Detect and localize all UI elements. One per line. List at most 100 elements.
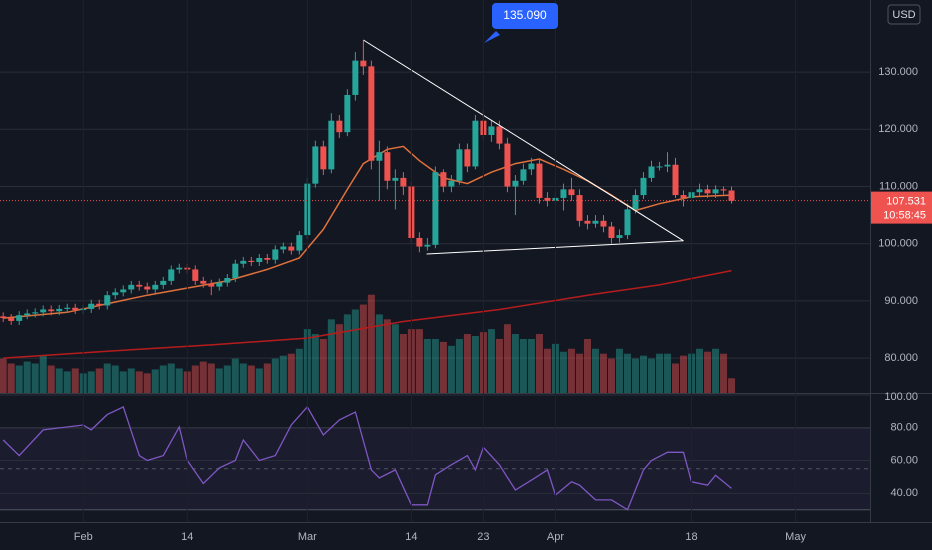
volume-bar [199,361,207,393]
volume-bar [279,355,287,393]
candle-body [224,278,231,283]
candle-body [448,180,455,187]
candle-body [152,284,159,290]
volume-bar [399,334,407,393]
annotation-tail [484,30,500,43]
volume-bar [696,348,704,393]
candle-body [640,177,647,196]
volume-bar [543,348,551,393]
candle-body [440,172,447,187]
candle-body [432,172,439,245]
y-tick-label: 100.00 [884,391,918,403]
volume-bar [95,368,103,393]
candle-body [232,263,239,279]
candle-body [32,312,39,314]
candle-body [360,60,367,67]
volume-bar [39,355,47,393]
volume-bar [471,336,479,393]
x-tick-label: May [785,531,806,543]
candle-body [560,189,567,198]
candle-body [112,292,119,296]
volume-bar [423,338,431,393]
candle-body [608,226,615,238]
candle-body [728,190,735,201]
candle-body [488,126,495,136]
candle-body [536,163,543,198]
volume-bar [439,341,447,393]
candle-body [88,303,95,309]
y-tick-label: 60.00 [890,454,918,466]
volume-bar [207,363,215,393]
volume-bar [247,365,255,393]
candle-body [696,189,703,193]
volume-bar [391,324,399,393]
volume-bar [287,353,295,393]
candle-body [648,166,655,178]
volume-bar [159,365,167,393]
candle-body [0,316,7,319]
candle-body [624,209,631,236]
volume-bar [47,365,55,393]
candle-body [136,284,143,287]
volume-bar [680,355,688,393]
volume-bar [335,324,343,393]
volume-bar [575,353,583,393]
volume-bar [271,358,279,393]
moving-average [3,269,732,359]
candle-body [160,280,167,285]
candle-body [128,284,135,290]
candle-body [312,146,319,184]
y-tick-label: 90.000 [884,295,918,307]
candle-body [16,315,23,321]
volume-bar [728,378,736,393]
rsi-line [2,405,732,511]
volume-bar [567,348,575,393]
x-tick-label: 14 [405,531,417,543]
volume-bar [672,363,680,393]
candle-body [672,164,679,196]
volume-bar [535,334,543,393]
candle-body [280,246,287,250]
volume-bar [415,329,423,393]
volume-bar [351,309,359,393]
currency-box [887,4,921,25]
y-tick-label: 80.000 [884,352,918,364]
candle-body [616,235,623,238]
candle-body [248,260,255,262]
candle-body [192,269,199,281]
volume-bar [519,338,527,393]
candle-body [216,282,223,287]
volume-bar [31,363,39,393]
candle-body [416,237,423,247]
volume-bar [639,355,647,393]
candle-body [520,169,527,181]
volume-bar [359,304,367,393]
candle-body [296,235,303,251]
x-tick-label: Apr [547,531,564,543]
y-tick-label: 100.000 [878,238,918,250]
volume-bar [127,368,135,393]
volume-bar [463,334,471,393]
volume-bar [135,371,143,393]
volume-bar [167,363,175,393]
x-tick-label: 14 [181,531,193,543]
volume-bar [87,371,95,393]
x-tick-label: 23 [477,531,489,543]
x-tick-label: 18 [685,531,697,543]
candle-body [352,60,359,95]
y-tick-label: 130.000 [878,66,918,78]
last-price-box [871,191,932,224]
candle-body [288,246,295,251]
volume-bar [383,319,391,393]
candle-body [328,120,335,170]
volume-bar [255,368,263,393]
candle-body [24,313,31,316]
candle-body [320,146,327,170]
volume-bar [223,365,231,393]
x-tick-label: Feb [74,531,93,543]
volume-bar [431,338,439,393]
candle-body [264,257,271,260]
volume-bar [103,363,111,393]
candle-body [512,180,519,187]
